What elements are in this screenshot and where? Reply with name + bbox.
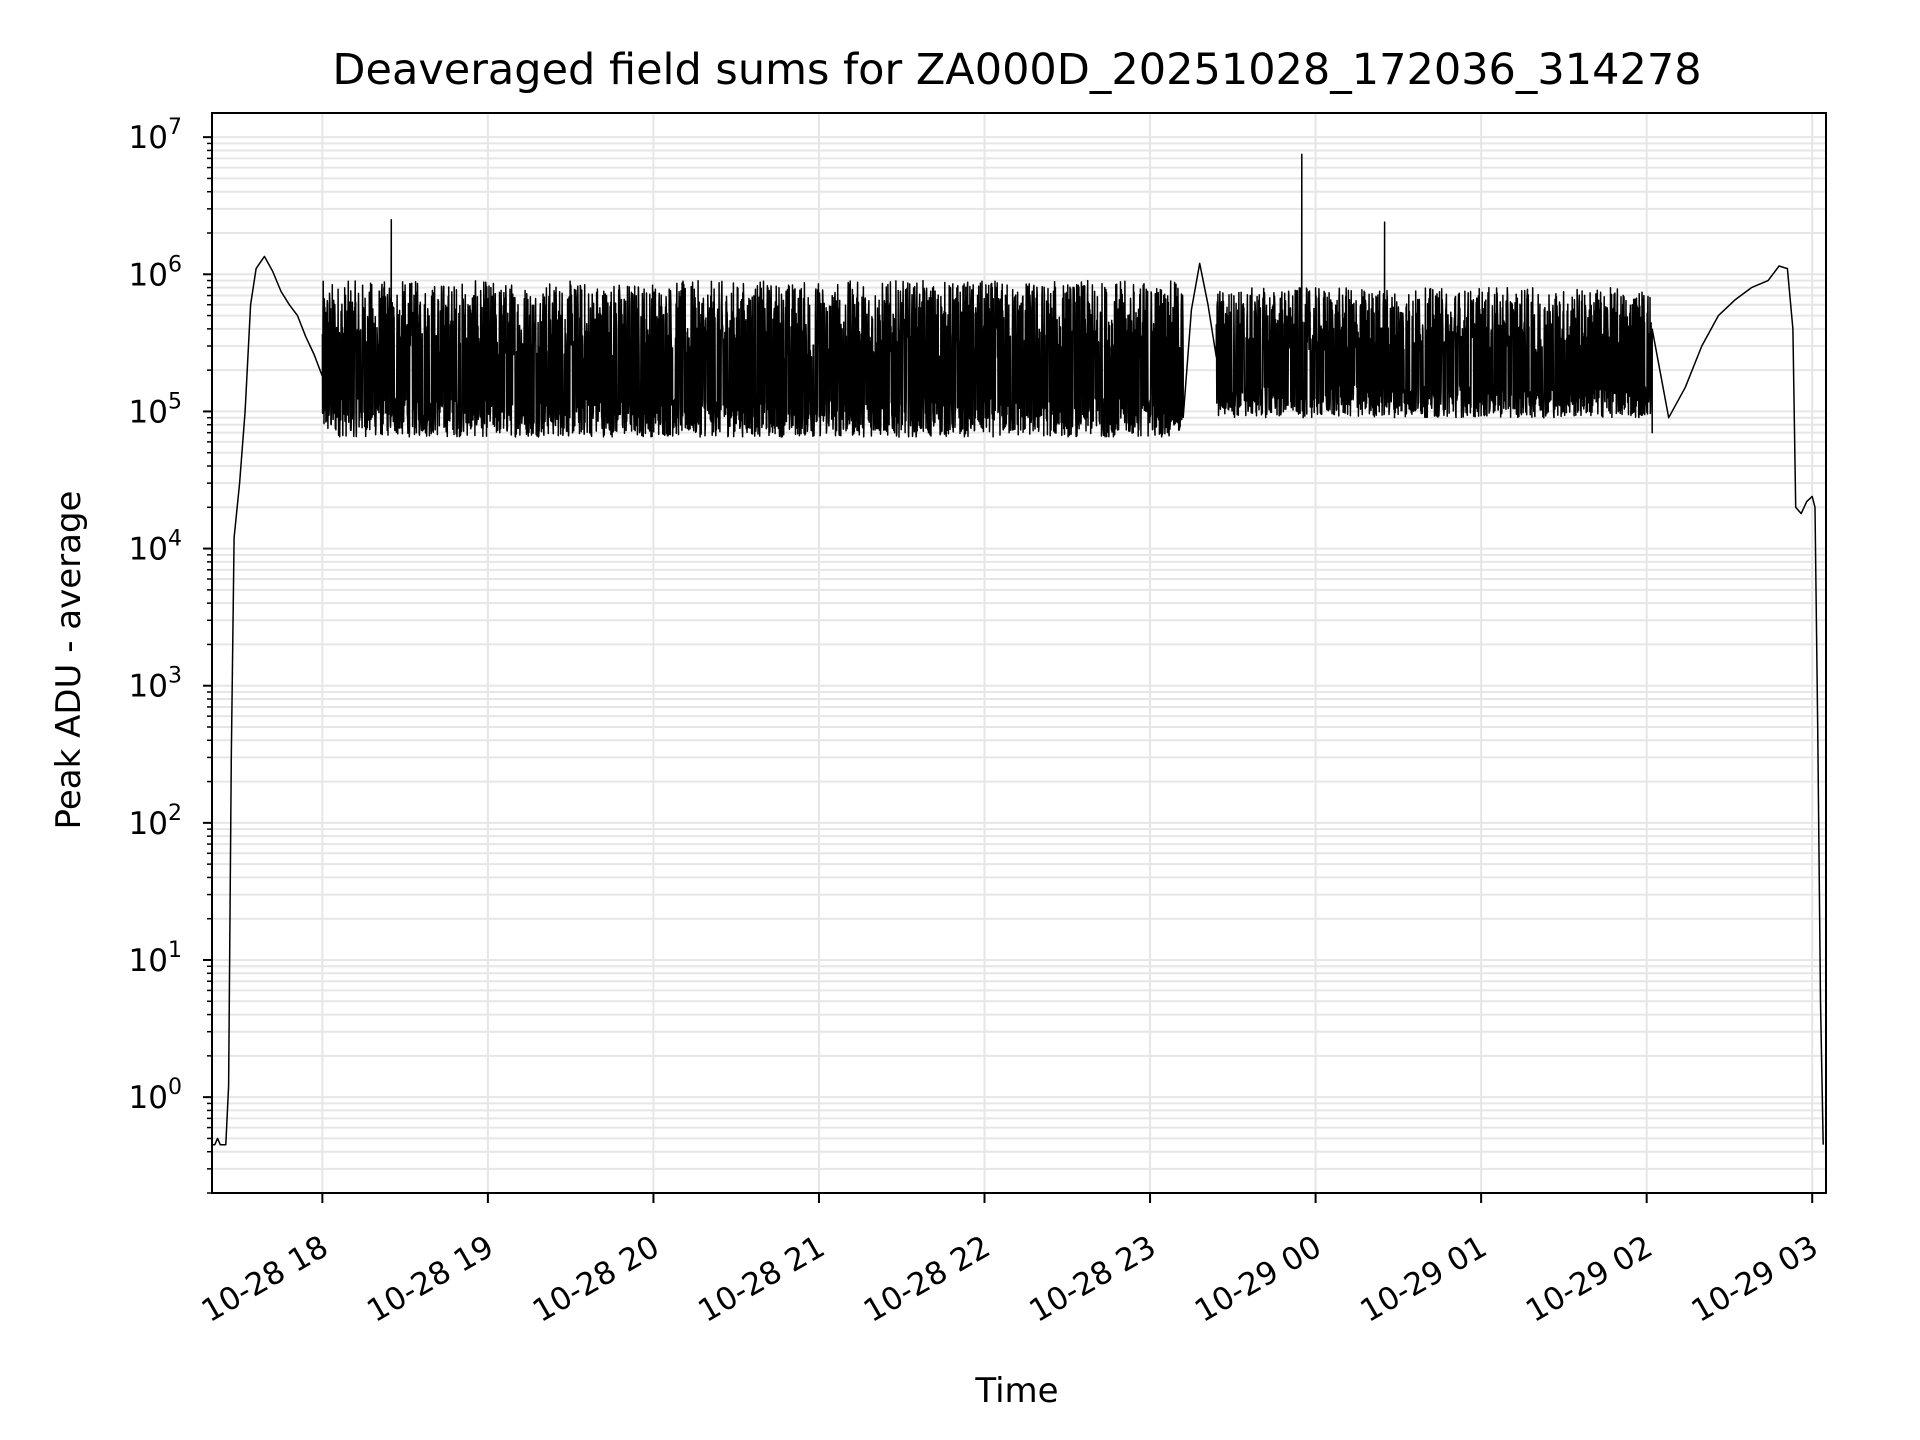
x-tick-label: 10-28 21 [692, 1229, 831, 1330]
y-tick-label: 104 [129, 527, 182, 568]
y-tick-label: 105 [129, 389, 182, 430]
x-tick-label: 10-29 02 [1520, 1229, 1659, 1330]
x-tick-label: 10-28 18 [196, 1229, 335, 1330]
chart-title: Deaveraged field sums for ZA000D_2025102… [332, 45, 1701, 95]
y-tick-label: 102 [129, 801, 182, 842]
series-line-layer [212, 153, 1824, 1146]
x-tick-label: 10-29 00 [1189, 1229, 1328, 1330]
y-axis-title: Peak ADU - average [49, 491, 89, 830]
y-tick-label: 101 [129, 938, 182, 979]
x-tick-label: 10-28 20 [527, 1229, 666, 1330]
y-tick-label: 107 [129, 115, 182, 156]
y-tick-label: 103 [129, 664, 182, 705]
x-axis-ticks: 10-28 18 10-28 19 10-28 20 10-28 21 10-28 22… [196, 1193, 1824, 1330]
plot-frame [211, 112, 1827, 1194]
grid-lines [212, 113, 1826, 1194]
y-axis-ticks: 100 101 102 103 104 105 106 107 [129, 115, 212, 1194]
x-tick-label: 10-28 19 [361, 1229, 500, 1330]
y-tick-label: 100 [129, 1075, 182, 1116]
x-tick-label: 10-28 22 [858, 1229, 997, 1330]
y-tick-label: 106 [129, 252, 182, 293]
x-tick-label: 10-29 03 [1685, 1229, 1824, 1330]
x-tick-label: 10-28 23 [1023, 1229, 1162, 1330]
x-tick-label: 10-29 01 [1354, 1229, 1493, 1330]
series-line [212, 153, 1824, 1146]
x-axis-title: Time [974, 1371, 1058, 1411]
